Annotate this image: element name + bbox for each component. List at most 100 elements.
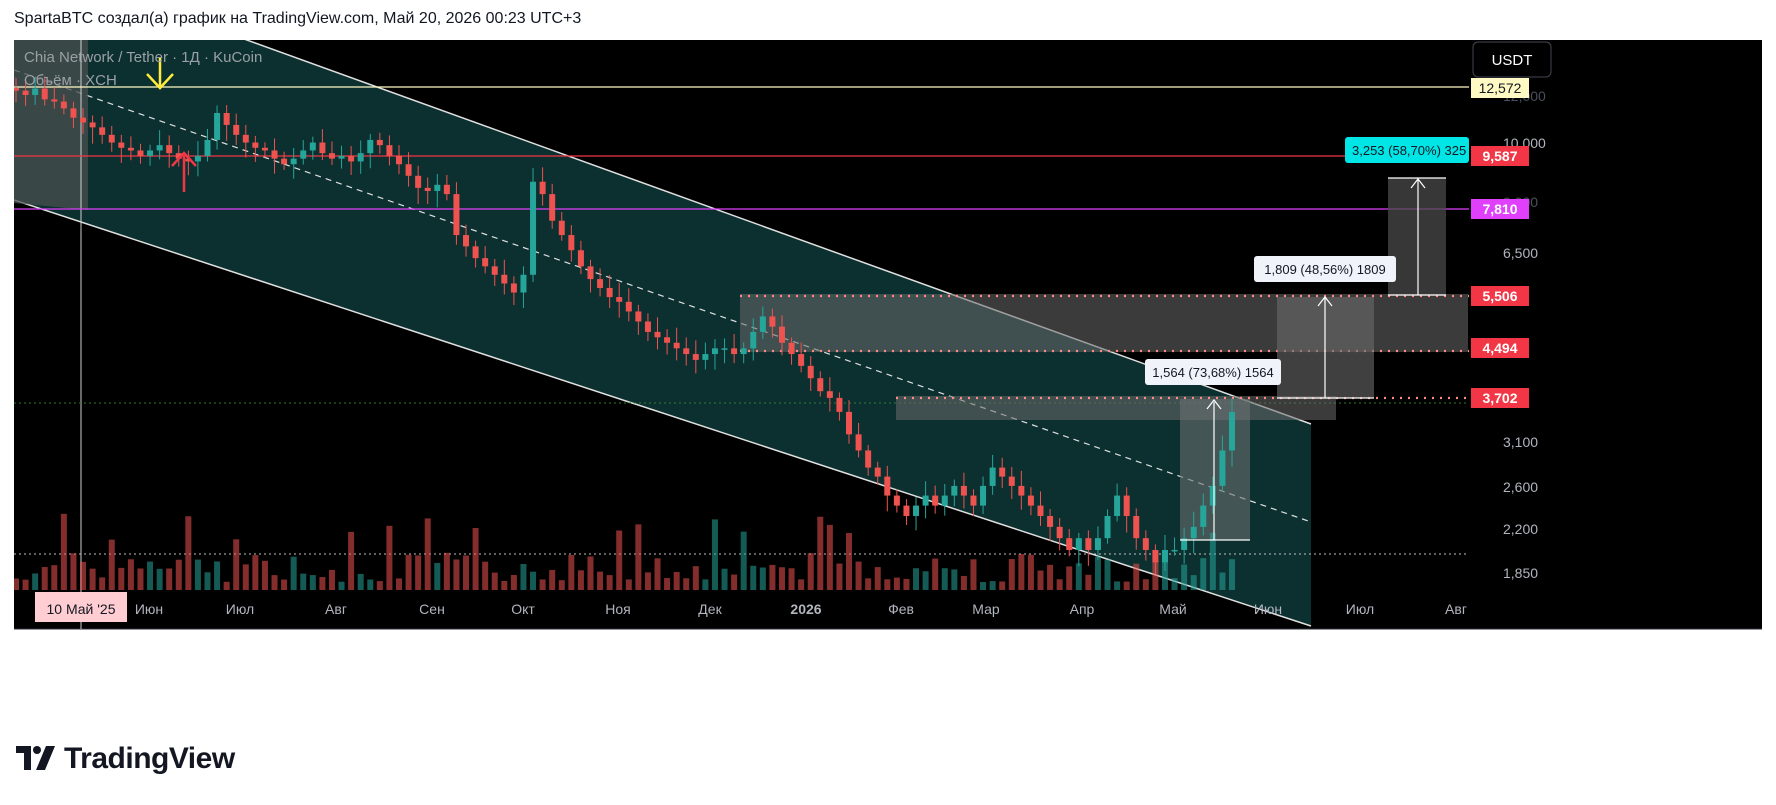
volume-bar — [1123, 581, 1130, 590]
volume-bar — [70, 553, 77, 590]
volume-bar — [338, 581, 345, 590]
x-tick: Июл — [1346, 601, 1374, 617]
x-tick: Май — [1159, 601, 1186, 617]
y-tick: 3,100 — [1503, 434, 1538, 450]
candle-body — [884, 476, 891, 496]
candle-body — [750, 331, 757, 349]
volume-bar — [913, 568, 920, 590]
volume-bar — [472, 527, 479, 590]
candle-body — [1075, 538, 1082, 550]
price-label-7810 — [1471, 199, 1529, 219]
volume-bar — [1018, 554, 1025, 590]
candle-body — [558, 220, 565, 236]
candle-body — [1008, 476, 1015, 486]
price-chart[interactable]: 1,564 (73,68%) 1564 1,809 (48,56%) 1809 … — [13, 0, 1762, 714]
candle-body — [1133, 516, 1140, 539]
volume-bar — [328, 569, 335, 590]
candle-body — [99, 127, 106, 135]
candle-body — [1161, 549, 1168, 563]
volume-bar — [434, 562, 441, 590]
volume-bar — [1085, 574, 1092, 590]
candle-body — [70, 108, 77, 118]
candle-body — [625, 301, 632, 312]
candle-body — [1200, 505, 1207, 527]
candle-body — [702, 354, 709, 360]
candle-body — [606, 287, 613, 298]
candle-body — [1056, 526, 1063, 539]
channel-midline — [13, 69, 1312, 523]
volume-bar — [980, 581, 987, 590]
measure-box-1 — [1180, 399, 1250, 540]
y-tick: 2,200 — [1503, 521, 1538, 537]
volume-bar — [702, 579, 709, 590]
candle-body — [759, 316, 766, 332]
candlesticks — [13, 76, 1235, 574]
volume-bar — [893, 577, 900, 590]
candle-body — [194, 155, 201, 162]
volume-bar — [836, 563, 843, 590]
volume-bar — [568, 554, 575, 590]
tradingview-logo[interactable]: TradingView — [16, 742, 235, 776]
candle-body — [922, 495, 929, 506]
volume-bar — [80, 561, 87, 590]
volume-bar — [51, 565, 58, 590]
volume-label: Объём · XCH — [24, 72, 117, 89]
volume-bar — [549, 569, 556, 590]
volume-bar — [1200, 558, 1207, 590]
candle-body — [683, 348, 690, 355]
x-tick: Апр — [1070, 601, 1095, 617]
volume-bar — [606, 575, 613, 590]
volume-bar — [1056, 579, 1063, 590]
volume-bar — [922, 571, 929, 590]
candle-body — [482, 258, 489, 267]
volume-bar — [424, 518, 431, 590]
candle-body — [252, 142, 259, 148]
volume-bar — [1133, 563, 1140, 590]
candle-body — [941, 495, 948, 506]
candle-body — [13, 88, 19, 91]
volume-bar — [175, 559, 182, 590]
candle-body — [434, 184, 441, 191]
currency-button[interactable]: USDT — [1472, 41, 1552, 78]
volume-bar — [1075, 563, 1082, 590]
volume-bar — [89, 568, 96, 590]
volume-bar — [147, 561, 154, 590]
candle-body — [778, 326, 785, 343]
volume-bar — [769, 564, 776, 590]
candle-body — [1171, 549, 1178, 552]
candle-body — [913, 505, 920, 517]
volume-bar — [482, 561, 489, 590]
candle-body — [654, 331, 661, 338]
channel-lower-line — [13, 199, 1312, 627]
x-tick: Мар — [972, 601, 1000, 617]
candle-body — [386, 145, 393, 156]
candle-body — [798, 354, 805, 366]
volume-bar — [999, 581, 1006, 590]
volume-bar — [252, 555, 259, 590]
candle-body — [740, 348, 747, 355]
volume-bar — [405, 554, 412, 590]
volume-bar — [242, 564, 249, 590]
volume-bar — [587, 556, 594, 590]
volume-bar — [271, 575, 278, 590]
candle-body — [22, 90, 29, 95]
candle-body — [357, 153, 364, 162]
volume-bar — [731, 574, 738, 590]
volume-bar — [683, 578, 690, 590]
chart-area[interactable]: 1,564 (73,68%) 1564 1,809 (48,56%) 1809 … — [13, 0, 1762, 714]
y-tick: 6,500 — [1503, 245, 1538, 261]
volume-bar — [855, 561, 862, 590]
time-axis: 10 Май '25 Июн Июл Авг Сен Окт Ноя Дек 2… — [35, 592, 1467, 622]
volume-bar — [357, 573, 364, 590]
volume-bar — [1152, 560, 1159, 590]
candle-body — [1114, 495, 1121, 517]
candle-body — [395, 155, 402, 165]
volume-bar — [1094, 556, 1101, 590]
candle-body — [980, 485, 987, 506]
price-label-4494 — [1471, 338, 1529, 358]
candle-body — [597, 279, 604, 288]
candle-body — [290, 158, 297, 165]
candle-body — [443, 184, 450, 195]
volume-bar — [60, 513, 67, 590]
volume-bar — [903, 578, 910, 590]
